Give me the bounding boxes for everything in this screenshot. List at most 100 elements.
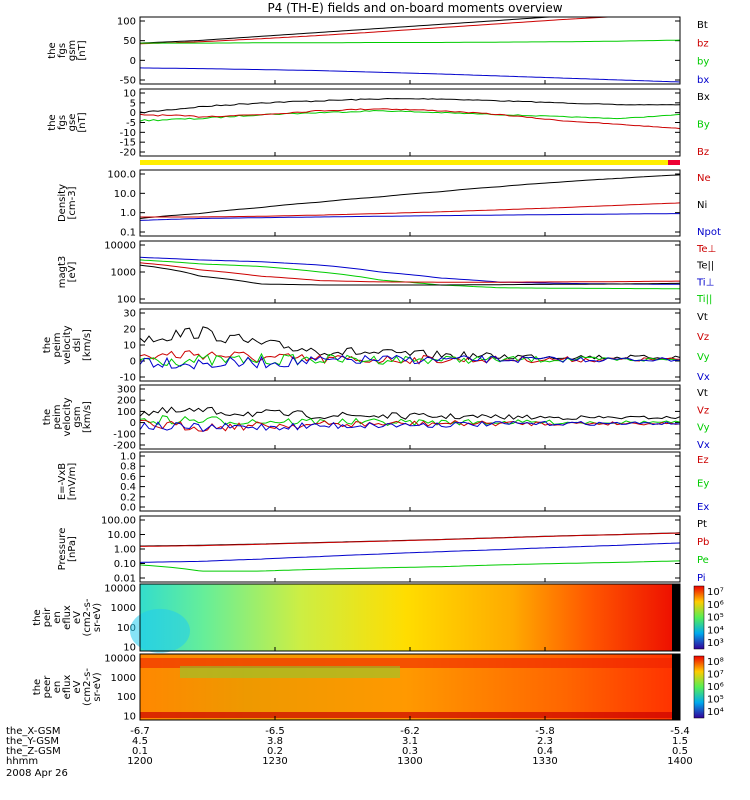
legend-entry: Ti⊥ xyxy=(696,277,714,288)
series-line-te xyxy=(139,264,681,286)
x-tick-label: 0.2 xyxy=(267,746,283,757)
x-tick-label: -6.2 xyxy=(400,726,420,737)
y-axis-label: gsm xyxy=(72,406,83,427)
colorbar xyxy=(693,585,705,650)
panel-fgs-gsm: the fgs gsm [nT] 100 50 0 -50 Bt bz by bx xyxy=(47,16,709,87)
y-tick-label: 0.1 xyxy=(120,228,136,239)
y-tick-label: -10 xyxy=(120,128,136,139)
y-axis-label: (cm2-s- xyxy=(82,598,93,636)
spectrogram-band xyxy=(140,712,672,718)
panel-frame xyxy=(139,384,681,450)
colorbar-label: 10⁴ xyxy=(707,707,724,718)
legend-entry: Vx xyxy=(697,440,710,451)
colorbar-label: 10⁴ xyxy=(707,625,724,636)
y-tick-label: -20 xyxy=(120,148,136,159)
y-axis-label: peer xyxy=(42,675,53,699)
y-axis-label: peir xyxy=(42,607,53,627)
y-axis-label: the xyxy=(47,42,58,58)
status-bar-red xyxy=(668,160,680,165)
x-tick-label: 0.3 xyxy=(402,746,418,757)
panel-frame xyxy=(139,16,681,85)
x-tick-label: 1400 xyxy=(667,756,692,767)
legend-entry: Te⊥ xyxy=(696,244,716,255)
y-tick-label: 10 xyxy=(123,89,136,100)
y-tick-label: -5 xyxy=(126,118,136,129)
y-axis-label: [cm-3] xyxy=(67,186,78,219)
legend-entry: bz xyxy=(697,38,709,49)
y-axis-label: en xyxy=(52,611,63,624)
y-axis-label: en xyxy=(52,681,63,694)
legend-entry: Ni xyxy=(697,200,707,211)
y-axis-label: fgs xyxy=(57,115,68,130)
panel-velocity-gsm: the peim velocity gsm [km/s] 3002001000-100-2… xyxy=(42,384,710,452)
y-axis-label: E=-VxB xyxy=(57,463,68,500)
y-tick-label: 0.8 xyxy=(120,462,136,473)
y-tick-label: 100 xyxy=(117,623,136,634)
y-tick-label: 10.0 xyxy=(114,189,136,200)
series-line-vt xyxy=(139,406,681,421)
series-line-vx xyxy=(139,420,681,433)
y-axis-label: [nT] xyxy=(77,40,88,60)
colorbar-label: 10⁶ xyxy=(707,600,724,611)
colorbar-label: 10⁷ xyxy=(707,587,724,598)
series-line-by xyxy=(140,39,681,44)
legend-entry: Bz xyxy=(697,147,709,158)
colorbar-label: 10⁵ xyxy=(707,613,724,624)
legend-entry: Vx xyxy=(697,372,710,383)
y-tick-label: 10 xyxy=(123,643,136,654)
series-line-pb xyxy=(140,532,681,547)
y-axis-label: [km/s] xyxy=(82,401,93,433)
legend-entry: Vy xyxy=(697,423,710,434)
series-line-bz xyxy=(139,16,680,45)
spectrogram-gap xyxy=(672,584,680,651)
y-tick-label: 10000 xyxy=(104,241,136,252)
series-line-pe xyxy=(139,560,681,572)
y-tick-label: 10.00 xyxy=(107,530,136,541)
y-tick-label: 0 xyxy=(130,357,136,368)
x-tick-label: -6.5 xyxy=(265,726,285,737)
legend-entry: Vz xyxy=(697,405,709,416)
y-axis-label: [eV] xyxy=(67,262,78,283)
y-tick-label: 100 xyxy=(117,295,136,306)
legend-entry: Npot xyxy=(697,227,721,238)
series-line-bx xyxy=(139,97,681,114)
y-axis-label: [nT] xyxy=(77,112,88,132)
y-axis-label: the xyxy=(42,409,53,425)
series-line-vy xyxy=(139,415,681,426)
spectrogram-feature xyxy=(130,608,190,653)
panel-density: Density [cm-3] 100.0 10.0 1.0 0.1 Ne Ni Npot xyxy=(57,169,721,239)
y-tick-label: 100.0 xyxy=(107,170,136,181)
series-line-bx xyxy=(139,67,681,83)
legend-entry: By xyxy=(697,120,710,131)
series-line-bz xyxy=(139,108,681,130)
legend-entry: Bx xyxy=(697,92,710,103)
y-tick-label: 1000 xyxy=(111,268,136,279)
y-axis-label: dsl xyxy=(72,338,83,352)
series-line-by xyxy=(139,109,681,122)
legend-entry: Vt xyxy=(697,388,708,399)
y-axis-label: [nPa] xyxy=(67,536,78,562)
x-tick-label: 1200 xyxy=(127,756,152,767)
x-tick-label: 3.8 xyxy=(267,736,283,747)
y-tick-label: -200 xyxy=(113,441,136,452)
x-tick-label: 1230 xyxy=(262,756,287,767)
legend-entry: Vz xyxy=(697,332,709,343)
y-tick-label: 1.0 xyxy=(120,452,136,463)
x-axis-row-label: the_Z-GSM xyxy=(6,746,61,757)
x-axis-labels: the_X-GSM -6.7 -6.5 -6.2 -5.8 -5.4 the_Y-GSM 4.… xyxy=(6,726,693,767)
y-axis-label: peim xyxy=(52,332,63,357)
legend-entry: bx xyxy=(697,75,709,86)
y-tick-label: -100 xyxy=(113,429,136,440)
y-tick-label: 0 xyxy=(130,108,136,119)
colorbar-label: 10³ xyxy=(707,638,724,649)
y-tick-label: 0.2 xyxy=(120,492,136,503)
series-line-vt xyxy=(139,326,681,361)
y-tick-label: 0.6 xyxy=(120,472,136,483)
x-axis-row-label: the_X-GSM xyxy=(6,726,60,737)
x-tick-label: 3.1 xyxy=(402,736,418,747)
colorbar-label: 10⁵ xyxy=(707,695,724,706)
y-axis-label: Density xyxy=(57,184,68,222)
y-axis-label: peim xyxy=(52,404,63,429)
x-tick-label: 0.4 xyxy=(537,746,553,757)
